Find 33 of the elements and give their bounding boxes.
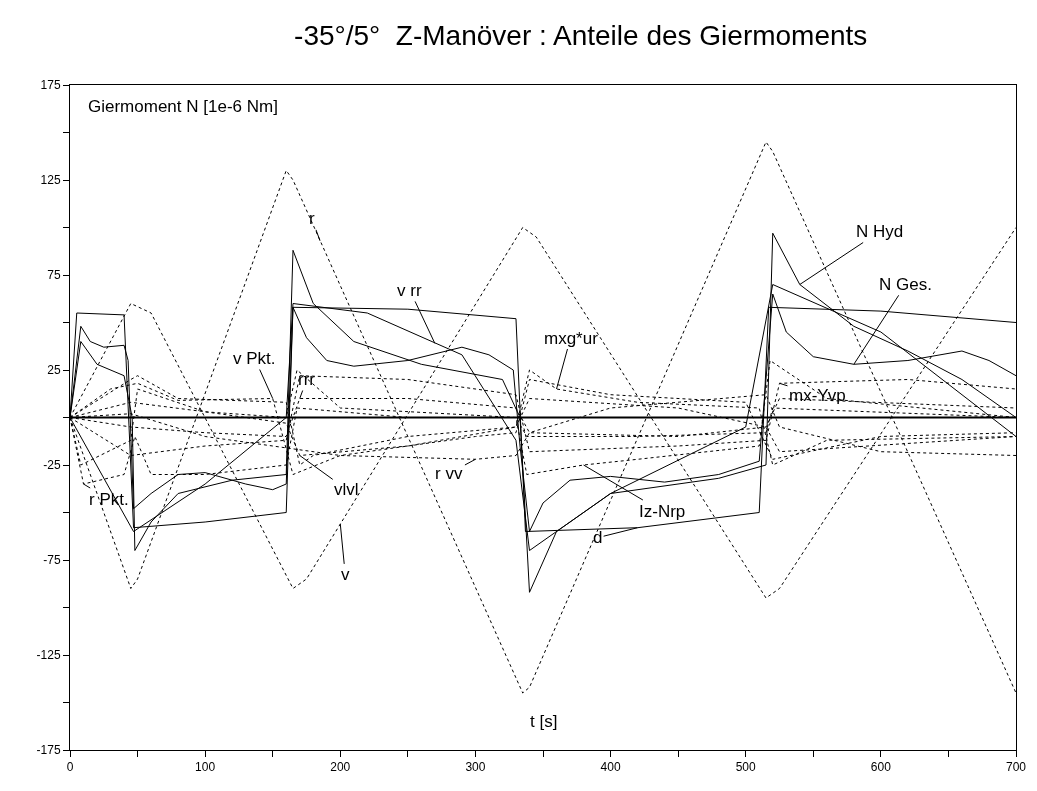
x-tick-label: 500 <box>735 760 757 775</box>
annotation: v rr <box>397 281 422 300</box>
annotation: d <box>593 528 603 547</box>
x-tick-label: 200 <box>330 760 351 775</box>
y-tick-label: 25 <box>47 363 61 378</box>
y-tick-label: 75 <box>47 268 61 283</box>
x-tick-label: 400 <box>600 760 621 775</box>
annotation: v Pkt. <box>233 349 276 368</box>
annotation: vlvl <box>334 480 359 499</box>
annotation: mxg*ur <box>544 329 599 348</box>
y-tick-label: 175 <box>40 78 61 93</box>
chart-title: -35°/5° Z-Manöver : Anteile des Giermoments <box>294 20 868 52</box>
y-tick-label: -75 <box>43 553 61 568</box>
annotation: N Hyd <box>856 222 904 241</box>
y-tick-label: -125 <box>36 648 61 663</box>
annotation: r Pkt. <box>89 490 129 509</box>
annotation: r <box>309 209 315 228</box>
y-tick-label: -175 <box>36 743 61 758</box>
y-tick-label: 125 <box>40 173 61 188</box>
annotation: rrr <box>298 370 316 389</box>
annotation: v <box>341 565 350 584</box>
annotation: N Ges. <box>879 275 932 294</box>
x-tick-label: 600 <box>870 760 892 775</box>
annotation: Iz-Nrp <box>639 502 686 521</box>
x-axis-title: t [s] <box>530 712 558 731</box>
x-tick-label: 100 <box>195 760 216 775</box>
annotation: r vv <box>435 464 463 483</box>
y-tick-label: -25 <box>43 458 61 473</box>
x-tick-label: 700 <box>1005 760 1027 775</box>
x-tick-label: 0 <box>66 760 74 775</box>
x-tick-label: 300 <box>465 760 486 775</box>
annotation: mx-Yvp <box>789 386 846 405</box>
y-axis-title: Giermoment N [1e-6 Nm] <box>88 97 278 116</box>
